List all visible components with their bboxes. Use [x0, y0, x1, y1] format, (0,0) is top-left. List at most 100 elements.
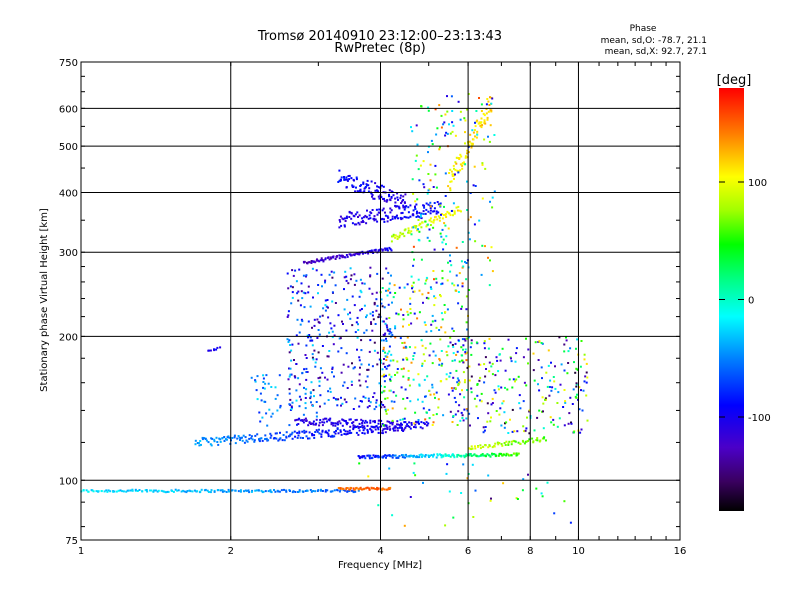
echo-point: [502, 400, 505, 403]
echo-point: [540, 366, 543, 369]
echo-point: [171, 490, 174, 492]
echo-point: [340, 224, 343, 227]
echo-point: [291, 291, 294, 294]
echo-point: [403, 215, 406, 218]
echo-point: [331, 490, 334, 493]
echo-point: [515, 452, 518, 455]
echo-point: [313, 434, 316, 437]
echo-point: [438, 148, 441, 151]
echo-point: [354, 223, 356, 226]
echo-point: [417, 278, 420, 281]
echo-point: [345, 279, 348, 282]
echo-point: [318, 432, 321, 435]
echo-point: [350, 254, 353, 257]
echo-point: [393, 284, 396, 287]
echo-point: [383, 334, 386, 337]
echo-point: [416, 317, 419, 320]
echo-point: [563, 424, 566, 427]
echo-point: [532, 369, 535, 372]
echo-point: [290, 373, 293, 376]
echo-point: [404, 388, 407, 391]
echo-point: [337, 432, 340, 435]
echo-point: [562, 406, 565, 408]
echo-point: [481, 197, 484, 200]
echo-point: [318, 333, 321, 336]
echo-point: [310, 490, 313, 493]
echo-point: [451, 344, 454, 346]
echo-point: [363, 432, 366, 435]
echo-point: [354, 331, 357, 334]
echo-point: [453, 396, 456, 399]
echo-point: [469, 192, 472, 194]
echo-point: [337, 398, 340, 401]
echo-point: [474, 489, 477, 492]
echo-point: [207, 441, 210, 444]
echo-point: [302, 413, 305, 416]
echo-point: [488, 361, 491, 364]
echo-point: [511, 408, 514, 411]
echo-point: [334, 424, 337, 427]
echo-point: [411, 286, 414, 289]
echo-point: [325, 417, 328, 420]
echo-point: [412, 214, 415, 217]
echo-point: [450, 95, 453, 98]
echo-point: [452, 214, 454, 217]
echo-point: [452, 415, 455, 417]
echo-point: [446, 132, 449, 135]
echo-point: [267, 439, 270, 442]
echo-point: [398, 286, 401, 289]
echo-point: [465, 278, 468, 281]
echo-point: [527, 440, 530, 442]
echo-point: [385, 456, 387, 459]
echo-point: [194, 443, 197, 446]
echo-point: [432, 414, 435, 416]
echo-point: [430, 330, 433, 333]
echo-point: [425, 296, 428, 299]
echo-point: [105, 489, 108, 492]
echo-point: [389, 199, 392, 202]
echo-point: [341, 402, 344, 405]
echo-point: [312, 490, 315, 492]
echo-point: [450, 387, 453, 390]
echo-point: [432, 270, 435, 272]
echo-point: [388, 350, 391, 353]
echo-point: [583, 380, 586, 383]
echo-point: [327, 429, 330, 432]
echo-point: [523, 381, 526, 384]
echo-point: [307, 320, 310, 323]
echo-point: [373, 349, 376, 352]
echo-point: [384, 365, 386, 368]
echo-point: [433, 278, 435, 281]
echo-point: [487, 347, 490, 350]
echo-point: [516, 430, 519, 433]
echo-point: [434, 215, 437, 218]
echo-point: [350, 274, 353, 277]
echo-point: [404, 193, 407, 196]
echo-point: [372, 487, 375, 490]
echo-point: [458, 381, 461, 384]
echo-point: [370, 425, 373, 428]
echo-point: [418, 230, 421, 233]
echo-point: [339, 215, 342, 218]
echo-point: [453, 210, 456, 213]
echo-point: [452, 164, 455, 167]
echo-point: [556, 402, 559, 404]
echo-point: [298, 383, 301, 386]
echo-point: [413, 290, 416, 293]
echo-point: [489, 259, 491, 262]
echo-point: [414, 226, 417, 229]
echo-point: [459, 110, 462, 113]
echo-point: [364, 396, 367, 399]
echo-point: [410, 361, 413, 364]
echo-point: [454, 173, 456, 176]
echo-point: [515, 347, 518, 350]
echo-point: [314, 365, 317, 368]
echo-point: [571, 403, 574, 405]
echo-point: [491, 397, 494, 400]
echo-point: [270, 415, 273, 418]
echo-point: [359, 384, 362, 387]
echo-point: [538, 389, 541, 392]
echo-point: [381, 375, 384, 378]
echo-point: [231, 437, 234, 439]
echo-point: [482, 445, 485, 448]
